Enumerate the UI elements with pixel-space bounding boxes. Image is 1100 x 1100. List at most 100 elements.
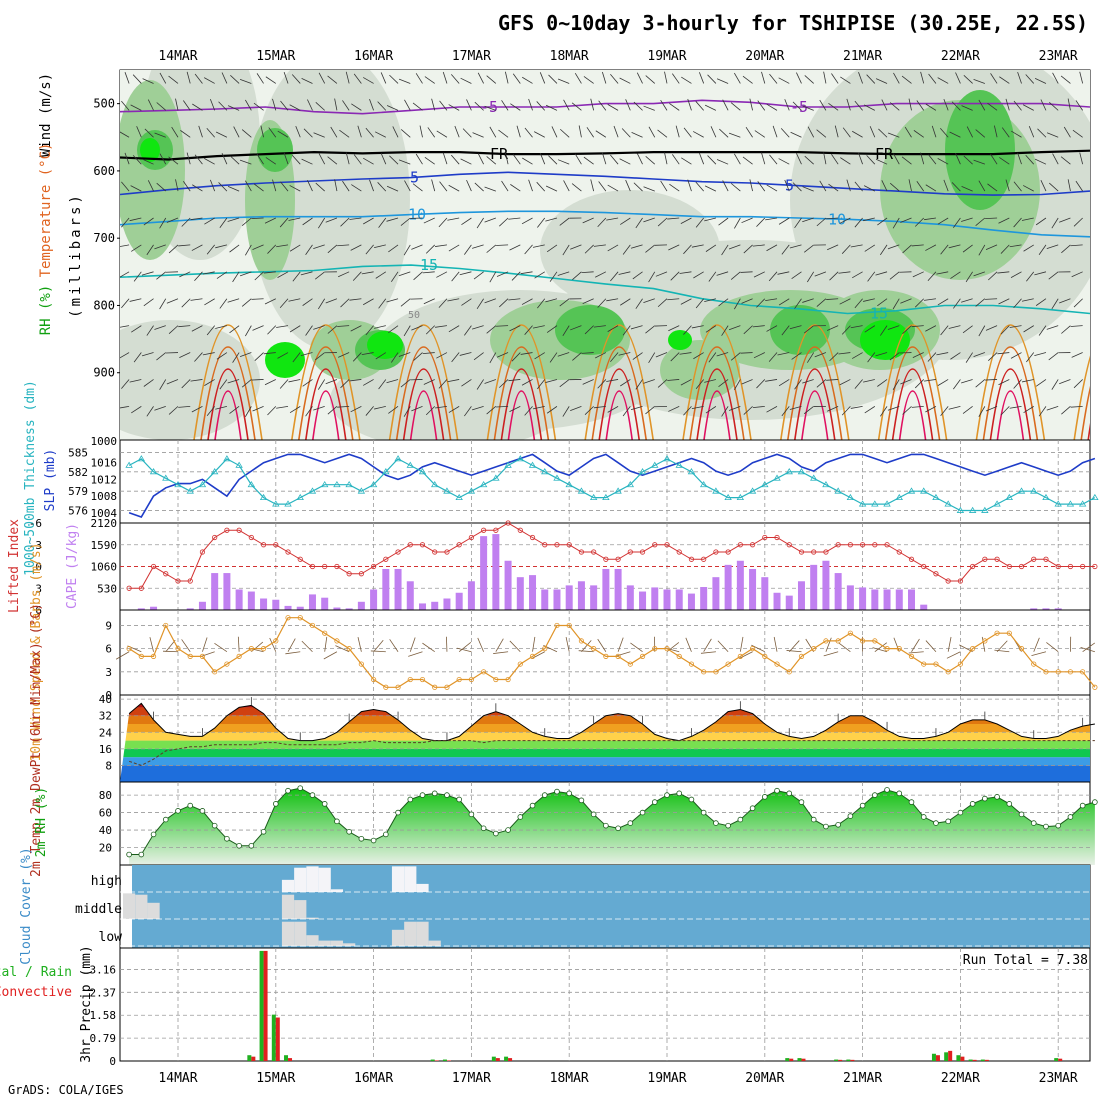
rh2m-tick-label: 20	[99, 842, 112, 855]
wind-barb-10m	[408, 651, 423, 657]
wind-barb	[124, 152, 130, 165]
wind-barb	[648, 271, 656, 283]
wind-barb	[462, 128, 472, 138]
wind-barb	[536, 181, 546, 192]
wind-barb	[769, 73, 778, 84]
lifted-index-marker	[701, 556, 707, 562]
wind-barb	[216, 271, 228, 279]
rh2m-marker	[651, 799, 658, 805]
wind-barb	[745, 126, 753, 138]
wind-barb	[423, 379, 435, 385]
lifted-tick-label: -6	[29, 517, 42, 530]
wind-barb	[570, 405, 582, 412]
date-label-top: 22MAR	[941, 49, 980, 64]
wind-barb	[880, 244, 888, 256]
wind-barb	[562, 325, 570, 337]
wind-barb	[206, 127, 215, 138]
wind-barb	[990, 153, 998, 165]
wind-barb	[342, 100, 350, 111]
wind-speed-marker	[896, 646, 902, 652]
wind-barb	[289, 406, 301, 414]
wind-speed-marker	[517, 661, 523, 667]
wind-barb	[988, 271, 998, 281]
wind-barb	[194, 352, 203, 362]
wind-barb	[936, 271, 949, 275]
thickness-marker	[565, 480, 573, 488]
wind-barb-10m	[149, 637, 154, 652]
wind-barb	[705, 325, 717, 333]
wind-barb	[584, 406, 594, 415]
wind-speed-marker	[542, 646, 548, 652]
wind-barb-10m	[700, 651, 716, 654]
wind-barb	[474, 101, 484, 111]
slp-tick-label: 1008	[91, 490, 118, 503]
wind-barb	[557, 159, 570, 165]
wind-barb	[447, 298, 460, 302]
wind-barb	[461, 298, 472, 306]
wind-speed-marker	[407, 676, 413, 683]
wind-barb	[826, 298, 839, 300]
wind-barb	[839, 379, 851, 386]
wind-barb	[511, 271, 521, 281]
cloud-high-bar	[294, 867, 307, 892]
wind-barb-10m	[532, 636, 536, 652]
wind-barb	[695, 379, 704, 390]
wind-barb	[648, 352, 656, 364]
precip-total-bar	[931, 1053, 936, 1061]
wind-barb	[593, 325, 606, 328]
wind-barb	[704, 217, 716, 222]
wind-speed-marker	[285, 615, 291, 621]
wind-speed-marker	[1031, 661, 1037, 667]
slp-tick-label: 1004	[91, 507, 118, 520]
wind-barb	[190, 298, 203, 301]
wind-barb	[864, 325, 876, 333]
wind-barb	[392, 126, 399, 138]
lifted-index-marker	[395, 549, 401, 555]
wind-barb	[363, 298, 374, 306]
surface-isotherm	[298, 346, 354, 440]
lifted-index-marker	[236, 527, 242, 533]
wind-barb	[277, 271, 289, 278]
wind-barb	[643, 105, 655, 111]
wind-barb	[221, 153, 228, 165]
rh2m-marker	[725, 822, 731, 829]
cloud-axis-label: Cloud Cover (%)	[19, 847, 34, 964]
wind-barb-10m	[335, 645, 350, 653]
wind-barb	[924, 379, 937, 382]
precip-panel-frame	[119, 947, 1091, 1062]
cape-bar	[565, 585, 573, 610]
surface-isotherm	[898, 390, 927, 440]
temperature-bands	[120, 703, 1090, 782]
wind-barb	[1013, 100, 1022, 111]
wind-barb	[439, 100, 448, 111]
precip-tick-label: 3.16	[90, 963, 117, 976]
wind-barb	[595, 130, 607, 138]
wind-barb	[621, 128, 631, 138]
wind-barb	[351, 103, 362, 111]
wind-barb	[1009, 405, 1022, 409]
wind-barb-10m	[615, 651, 631, 657]
wind-barb	[606, 298, 619, 302]
wind-barb	[1052, 72, 1059, 84]
wind-barb	[819, 99, 827, 111]
thickness-marker	[920, 487, 928, 494]
wind-barb	[318, 72, 326, 84]
wind-speed-marker	[346, 646, 352, 652]
wind-barb-10m	[823, 651, 839, 657]
wind-barb	[1025, 74, 1035, 84]
wind-speed-marker	[982, 638, 988, 644]
isotherm-label: FR	[875, 145, 894, 163]
wind-barb	[425, 406, 436, 416]
wind-barb	[610, 271, 619, 282]
wind-barb	[593, 405, 606, 409]
wind-speed-marker	[798, 653, 805, 659]
wind-barb	[435, 405, 448, 409]
wind-barb	[705, 406, 717, 414]
wind-tick-label: 0	[105, 689, 112, 702]
wind-barb	[781, 244, 790, 255]
wind-barb	[1070, 244, 1083, 247]
lifted-index-marker	[957, 578, 964, 584]
wind-barb	[159, 298, 167, 310]
wind-barb	[789, 405, 802, 410]
wind-barb	[840, 76, 851, 84]
